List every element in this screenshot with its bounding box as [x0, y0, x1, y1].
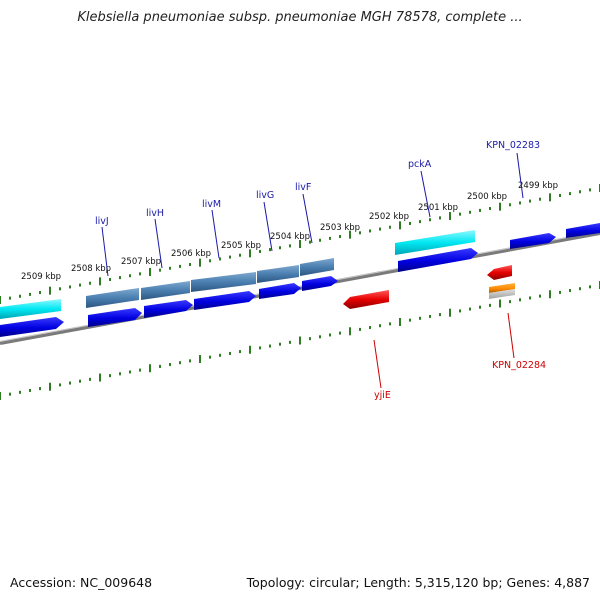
kbp-label: 2500 kbp: [467, 192, 507, 202]
gene-feature-pckA[interactable]: [395, 230, 475, 255]
forward-cds-row: [0, 223, 600, 337]
kbp-label: 2509 kbp: [21, 272, 61, 282]
kbp-label: 2508 kbp: [71, 264, 111, 274]
kbp-label: 2501 kbp: [418, 203, 458, 213]
kbp-label: 2505 kbp: [221, 241, 261, 251]
cds-arrow-pckA[interactable]: [398, 248, 478, 272]
kbp-scale-labels: 2499 kbp 2500 kbp 2501 kbp 2502 kbp 2503…: [21, 181, 558, 282]
cds-arrow-KPN_02283[interactable]: [510, 233, 556, 249]
forward-gene-row: [0, 230, 475, 319]
cds-arrow-reverse-small[interactable]: [487, 265, 512, 280]
reverse-gene-labels: [373, 312, 515, 389]
cds-arrow[interactable]: [0, 317, 64, 337]
kbp-label: 2504 kbp: [270, 232, 310, 242]
cds-arrow-livG[interactable]: [259, 283, 301, 299]
kbp-label: 2502 kbp: [369, 212, 409, 222]
kbp-label: 2506 kbp: [171, 249, 211, 259]
topology-text: Topology: circular; Length: 5,315,120 bp…: [246, 575, 590, 590]
reverse-feature-row: [343, 265, 515, 309]
kbp-label: 2507 kbp: [121, 257, 161, 267]
gene-label-livJ[interactable]: livJ: [95, 216, 109, 227]
cds-arrow-yjiE[interactable]: [343, 290, 389, 309]
map-title: Klebsiella pneumoniae subsp. pneumoniae …: [77, 10, 523, 25]
gene-label-KPN_02283[interactable]: KPN_02283: [486, 140, 540, 151]
outer-tick-row: [0, 184, 600, 304]
gene-label-livH[interactable]: livH: [146, 208, 164, 219]
cds-arrow-livH[interactable]: [144, 300, 193, 318]
kbp-label: 2499 kbp: [518, 181, 558, 191]
gene-label-yjiE[interactable]: yjiE: [374, 390, 391, 401]
forward-gene-labels: [101, 152, 524, 277]
accession-text: Accession: NC_009648: [10, 575, 153, 590]
gene-feature-livH[interactable]: [141, 281, 190, 300]
gene-label-KPN_02284[interactable]: KPN_02284: [492, 360, 546, 371]
gene-label-pckA[interactable]: pckA: [408, 159, 432, 170]
gene-label-livG[interactable]: livG: [256, 190, 274, 201]
cds-arrow-livM[interactable]: [194, 291, 256, 310]
gene-label-livF[interactable]: livF: [295, 182, 311, 193]
gene-feature-livG[interactable]: [257, 265, 299, 283]
cds-arrow-right[interactable]: [566, 223, 600, 238]
gene-feature-livF[interactable]: [300, 258, 334, 276]
cds-arrow-livJ[interactable]: [88, 308, 142, 327]
gene-feature-left[interactable]: [0, 299, 61, 319]
kbp-label: 2503 kbp: [320, 223, 360, 233]
gene-label-livM[interactable]: livM: [202, 199, 221, 210]
inner-tick-row: [0, 281, 600, 400]
gene-feature-livM[interactable]: [191, 272, 256, 292]
rna-feature-KPN_02284-lower[interactable]: [489, 289, 515, 299]
gene-feature-livJ[interactable]: [86, 288, 139, 308]
cds-arrow-livF[interactable]: [302, 276, 338, 291]
rna-feature-KPN_02284[interactable]: [489, 283, 515, 293]
